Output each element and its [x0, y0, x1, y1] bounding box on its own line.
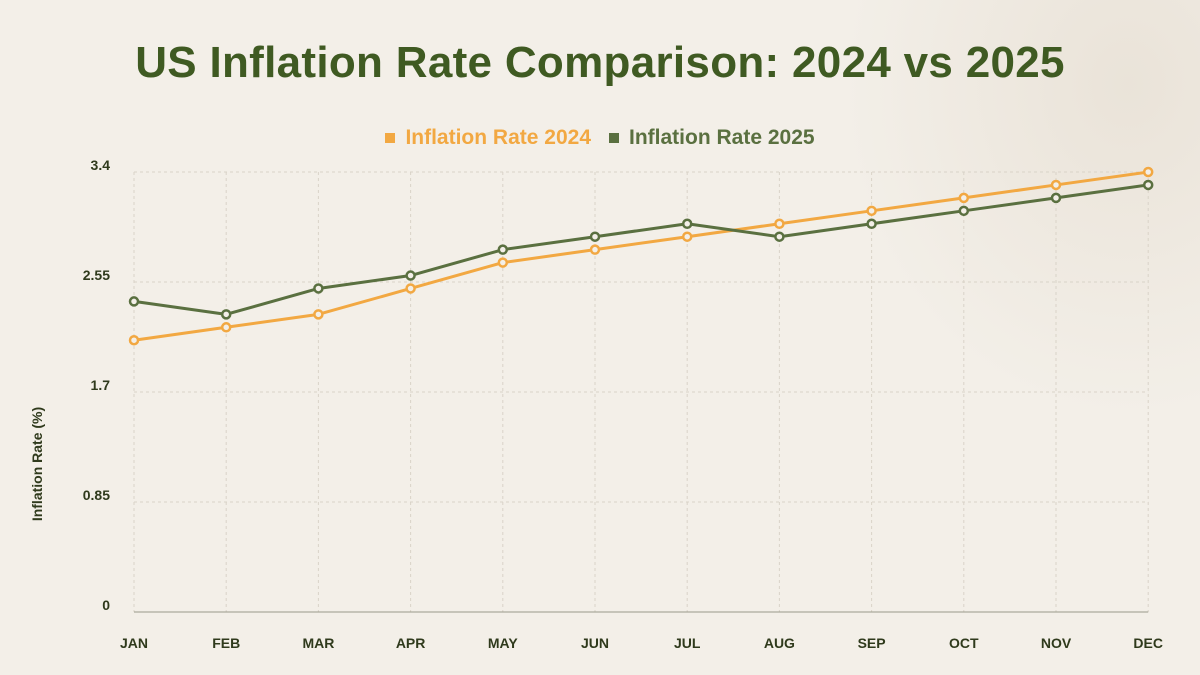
y-tick-label: 0 [102, 597, 110, 613]
data-point-2024[interactable] [220, 322, 232, 333]
chart-title: US Inflation Rate Comparison: 2024 vs 20… [135, 38, 1065, 87]
x-tick-label: FEB [212, 635, 240, 651]
x-tick-label: JUL [674, 635, 701, 651]
legend-label-2025: Inflation Rate 2025 [629, 126, 815, 149]
x-tick-label: DEC [1133, 635, 1163, 651]
data-point-2025[interactable] [1142, 179, 1154, 191]
data-point-2025[interactable] [497, 244, 509, 255]
y-tick-label: 3.4 [91, 157, 111, 173]
series-line-2025 [133, 183, 1149, 316]
data-point-2025[interactable] [405, 270, 416, 281]
data-point-2025[interactable] [220, 309, 232, 320]
data-point-2025[interactable] [589, 231, 601, 242]
legend-swatch-2024 [385, 133, 396, 143]
data-point-2024[interactable] [681, 231, 693, 242]
y-tick-label: 2.55 [83, 267, 110, 283]
x-tick-label: APR [396, 635, 426, 651]
data-point-2025[interactable] [774, 231, 785, 242]
y-axis-label: Inflation Rate (%) [29, 407, 45, 521]
data-point-2025[interactable] [128, 296, 140, 307]
data-point-2024[interactable] [774, 218, 785, 230]
legend-item-2024[interactable]: Inflation Rate 2024 [385, 126, 591, 150]
background-texture [840, 0, 1200, 420]
y-tick-label: 1.7 [91, 377, 111, 393]
data-point-2024[interactable] [497, 257, 509, 268]
data-point-2024[interactable] [866, 205, 877, 217]
x-tick-label: MAY [488, 635, 518, 651]
x-tick-label: JAN [120, 635, 148, 651]
x-tick-label: OCT [949, 635, 979, 651]
data-point-2024[interactable] [1142, 166, 1154, 178]
series-line-2024 [133, 170, 1149, 342]
data-point-2024[interactable] [958, 192, 970, 204]
data-point-2024[interactable] [128, 334, 140, 346]
data-point-2025[interactable] [958, 205, 970, 217]
legend-label-2024: Inflation Rate 2024 [405, 126, 591, 149]
legend-item-2025[interactable]: Inflation Rate 2025 [609, 126, 815, 150]
data-point-2025[interactable] [866, 218, 877, 230]
data-point-2025[interactable] [313, 283, 324, 294]
x-tick-label: MAR [302, 635, 334, 651]
x-tick-label: AUG [764, 635, 795, 651]
data-point-2024[interactable] [1050, 179, 1062, 191]
legend-swatch-2025 [609, 133, 619, 143]
data-point-2025[interactable] [1050, 192, 1062, 204]
data-point-2024[interactable] [405, 283, 416, 294]
x-tick-label: NOV [1041, 635, 1072, 651]
data-point-2025[interactable] [681, 218, 693, 230]
x-tick-label: SEP [858, 635, 886, 651]
legend: Inflation Rate 2024 Inflation Rate 2025 [0, 126, 1200, 150]
x-tick-label: JUN [581, 635, 609, 651]
data-point-2024[interactable] [313, 309, 324, 320]
y-tick-label: 0.85 [83, 487, 110, 503]
data-point-2024[interactable] [589, 244, 601, 255]
